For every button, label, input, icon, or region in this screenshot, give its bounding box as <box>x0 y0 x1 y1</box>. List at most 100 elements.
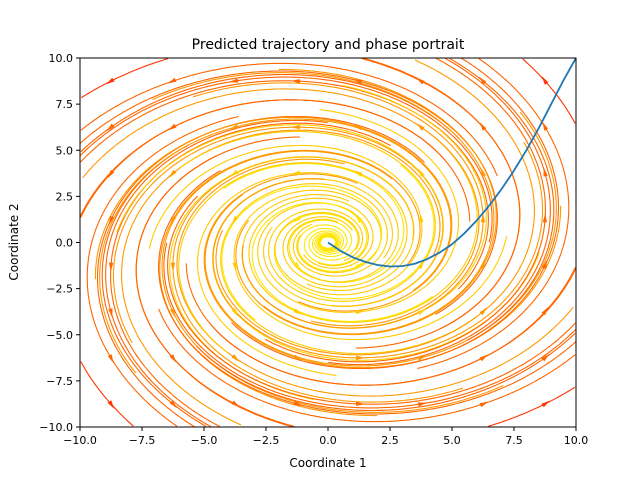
stream-arrow <box>355 309 365 315</box>
stream-arrow <box>542 259 547 269</box>
streamline <box>80 80 489 290</box>
streamline <box>167 195 576 405</box>
stream-arrow <box>229 78 239 83</box>
x-tick-label: 0.0 <box>319 434 337 447</box>
x-tick-label: −5.0 <box>191 434 218 447</box>
streamline <box>196 332 576 412</box>
stream-arrow <box>479 260 486 270</box>
stream-arrow <box>481 167 486 177</box>
y-tick-label: 0.0 <box>56 237 74 250</box>
stream-arrow <box>417 168 425 177</box>
stream-arrow <box>417 308 426 316</box>
stream-arrow <box>170 262 176 272</box>
stream-arrow <box>293 308 303 315</box>
stream-arrow <box>541 400 550 408</box>
streamline <box>80 58 169 99</box>
stream-arrow <box>168 123 177 131</box>
stream-arrow <box>231 400 240 408</box>
x-tick-label: −7.5 <box>129 434 156 447</box>
y-tick-label: −5.0 <box>46 329 73 342</box>
stream-arrow <box>353 170 363 177</box>
stream-arrow <box>232 262 237 272</box>
stream-arrow <box>356 355 365 360</box>
stream-arrow <box>231 354 240 362</box>
y-axis-ticks: −10.0 −7.5 −5.0 −2.5 0.0 2.5 5.0 7.5 10.0 <box>39 52 80 434</box>
stream-arrow <box>170 308 175 318</box>
streamline <box>449 58 555 341</box>
y-tick-label: 10.0 <box>49 52 74 65</box>
x-axis-label: Coordinate 1 <box>289 456 366 470</box>
y-tick-label: −10.0 <box>39 421 73 434</box>
streamline <box>79 70 498 315</box>
stream-arrow <box>293 354 303 361</box>
stream-arrow <box>292 216 301 223</box>
chart-title: Predicted trajectory and phase portrait <box>192 37 465 53</box>
stream-arrow <box>109 216 114 226</box>
x-tick-label: 2.5 <box>381 434 399 447</box>
stream-arrow <box>542 121 549 131</box>
stream-arrow <box>541 76 549 85</box>
stream-arrow <box>169 400 178 409</box>
stream-arrow <box>170 215 177 225</box>
streamline <box>105 119 328 428</box>
x-tick-label: 7.5 <box>505 434 523 447</box>
stream-arrow <box>107 354 114 364</box>
streamline <box>110 122 391 428</box>
streamline <box>79 99 471 222</box>
stream-arrow <box>479 401 489 408</box>
stream-arrow <box>232 215 239 225</box>
stream-arrow <box>291 79 300 84</box>
stream-arrow <box>541 306 549 316</box>
streamline <box>80 62 498 177</box>
x-tick-label: 10.0 <box>564 434 589 447</box>
trajectory-line <box>327 57 577 268</box>
stream-arrow <box>291 125 300 130</box>
streamline <box>101 144 207 427</box>
stream-arrow <box>542 213 547 223</box>
x-tick-label: −2.5 <box>253 434 280 447</box>
streamline <box>251 202 433 322</box>
stream-arrow <box>169 354 177 363</box>
streamline <box>211 267 576 386</box>
stream-arrow <box>353 124 363 131</box>
stream-arrow <box>479 307 487 316</box>
streamline <box>80 73 460 153</box>
stream-arrow <box>419 213 424 223</box>
streamline <box>86 115 239 427</box>
stream-arrow <box>355 262 364 269</box>
stream-arrow <box>417 355 427 361</box>
stream-arrow <box>480 213 486 223</box>
stream-arrow <box>353 79 363 85</box>
stream-arrow <box>229 124 239 130</box>
x-tick-label: 5.0 <box>443 434 461 447</box>
streamline <box>96 115 425 428</box>
stream-arrow <box>543 167 548 177</box>
streamline <box>355 57 521 349</box>
stream-arrow <box>416 123 425 131</box>
stream-arrow <box>478 76 487 85</box>
stream-arrow <box>169 169 177 178</box>
stream-arrow <box>479 354 488 362</box>
stream-arrows <box>106 76 550 409</box>
y-tick-label: 7.5 <box>56 98 74 111</box>
streamline <box>265 57 546 363</box>
streamline <box>221 185 383 321</box>
stream-arrow <box>109 262 114 272</box>
stream-arrow <box>417 260 424 270</box>
stream-arrow <box>541 353 550 362</box>
stream-arrow <box>293 400 303 406</box>
stream-arrow <box>479 122 487 131</box>
x-axis-ticks: −10.0 −7.5 −5.0 −2.5 0.0 2.5 5.0 7.5 10.0 <box>63 427 588 447</box>
stream-arrow <box>230 169 239 177</box>
y-tick-label: −7.5 <box>46 375 73 388</box>
stream-arrow <box>107 169 115 179</box>
y-tick-label: 5.0 <box>56 144 74 157</box>
y-axis-label: Coordinate 2 <box>7 203 21 280</box>
streamline <box>79 76 493 243</box>
streamline <box>158 170 577 415</box>
streamline <box>328 57 551 366</box>
y-tick-label: −2.5 <box>46 283 73 296</box>
streamline <box>231 57 560 370</box>
stream-arrow <box>293 262 301 271</box>
